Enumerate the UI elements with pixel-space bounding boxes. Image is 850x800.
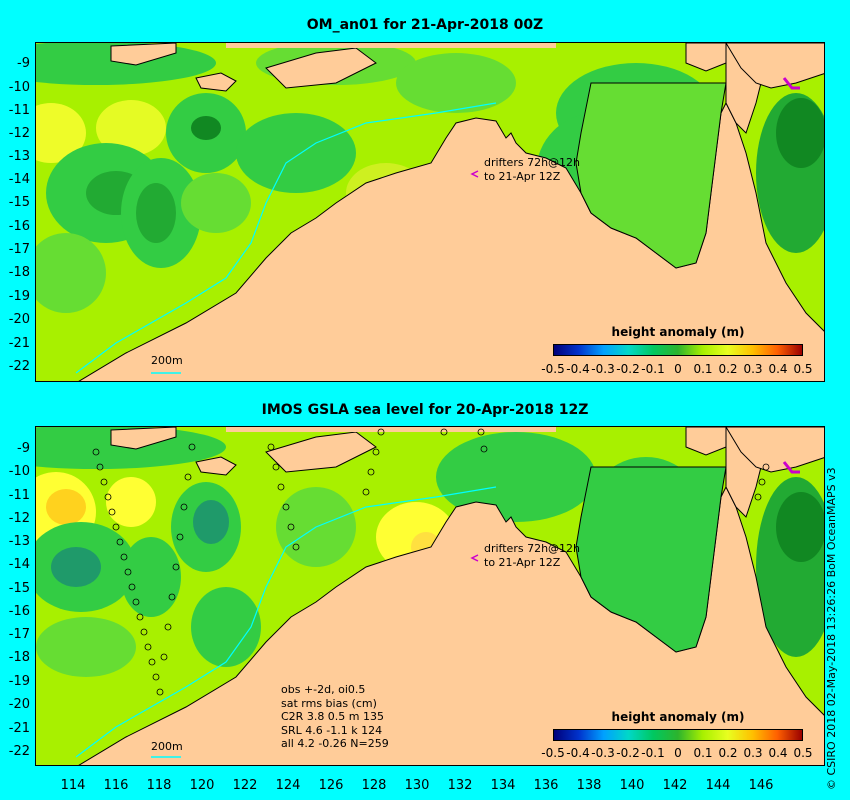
cb-tick: 0.1 [693,362,713,376]
cb-tick: -0.3 [591,362,615,376]
y-tick: -18 [8,265,30,280]
y-tick: -13 [8,534,30,549]
bottom-drifter-note-1: drifters 72h@12h [484,542,581,555]
stats-line: SRL 4.6 -1.1 k 124 [281,723,383,737]
x-tick: 134 [490,778,516,793]
y-tick: -12 [8,511,30,526]
stats-block: obs +-2d, oi0.5 sat rms bias (cm) C2R 3.… [281,683,389,751]
y-tick: -17 [8,627,30,642]
stats-line: all 4.2 -0.26 N=259 [281,737,389,750]
bottom-colorbar [553,729,803,741]
x-tick: 138 [576,778,602,793]
y-tick: -19 [8,674,30,689]
x-tick: 142 [662,778,688,793]
y-tick: -11 [8,488,30,503]
x-tick: 126 [318,778,344,793]
bottom-drifter-note-2: to 21-Apr 12Z [484,556,561,569]
stats-line: C2R 3.8 0.5 m 135 [281,710,385,723]
y-tick: -17 [8,242,30,257]
x-tick: 124 [275,778,301,793]
y-tick: -16 [8,219,30,234]
credit-text: © CSIRO 2018 02-May-2018 13:26:26 BoM Oc… [825,467,838,790]
y-tick: -21 [8,336,30,351]
y-tick: -18 [8,650,30,665]
y-tick: -15 [8,581,30,596]
bottom-colorbar-title: height anomaly (m) [611,710,745,724]
stats-line: sat rms bias (cm) [281,696,377,710]
x-tick: 120 [189,778,215,793]
y-tick: -19 [8,289,30,304]
top-drifter-note-1: drifters 72h@12h [484,156,581,169]
cb-tick: 0 [674,362,682,376]
y-tick: -9 [17,56,30,71]
x-tick: 146 [748,778,774,793]
bottom-map-svg [36,427,824,765]
cb-tick: 0.3 [743,362,763,376]
cb-tick: 0.5 [793,362,813,376]
y-tick: -22 [8,359,30,374]
top-map-svg [36,43,824,381]
x-tick: 122 [232,778,258,793]
cb-tick: 0.1 [693,746,713,760]
cb-tick: 0.2 [718,362,738,376]
cb-tick: 0.4 [768,746,788,760]
cb-tick: -0.5 [541,746,565,760]
cb-tick: -0.4 [566,362,590,376]
bottom-map-panel [35,426,825,766]
cb-tick: 0 [674,746,682,760]
y-tick: -22 [8,744,30,759]
cb-tick: 0.4 [768,362,788,376]
cb-tick: 0.5 [793,746,813,760]
y-tick: -20 [8,312,30,327]
x-tick: 140 [619,778,645,793]
cb-tick: 0.2 [718,746,738,760]
cb-tick: -0.2 [616,746,640,760]
satellite-track-markers [92,428,770,696]
x-tick: 144 [705,778,731,793]
y-tick: -14 [8,172,30,187]
y-tick: -10 [8,80,30,95]
y-tick: -16 [8,604,30,619]
top-isobath-label: 200m [151,354,183,367]
cb-tick: 0.3 [743,746,763,760]
x-tick: 128 [361,778,387,793]
x-tick: 130 [404,778,430,793]
x-tick: 116 [103,778,129,793]
y-tick: -12 [8,126,30,141]
y-tick: -11 [8,103,30,118]
y-tick: -10 [8,464,30,479]
cb-tick: -0.4 [566,746,590,760]
stats-line: obs +-2d, oi0.5 [281,683,366,696]
x-tick: 132 [447,778,473,793]
top-map-title: OM_an01 for 21-Apr-2018 00Z [306,17,544,33]
x-tick: 114 [60,778,86,793]
x-tick: 136 [533,778,559,793]
cb-tick: -0.5 [541,362,565,376]
cb-tick: -0.1 [641,362,665,376]
y-tick: -9 [17,441,30,456]
top-colorbar [553,344,803,356]
bottom-isobath-label: 200m [151,740,183,753]
y-tick: -20 [8,697,30,712]
y-tick: -15 [8,195,30,210]
top-map-panel [35,42,825,382]
bottom-map-title: IMOS GSLA sea level for 20-Apr-2018 12Z [261,402,589,418]
x-tick: 118 [146,778,172,793]
y-tick: -21 [8,721,30,736]
cb-tick: -0.1 [641,746,665,760]
y-tick: -13 [8,149,30,164]
y-tick: -14 [8,557,30,572]
top-drifter-note-2: to 21-Apr 12Z [484,170,561,183]
top-colorbar-title: height anomaly (m) [611,325,745,339]
cb-tick: -0.2 [616,362,640,376]
cb-tick: -0.3 [591,746,615,760]
